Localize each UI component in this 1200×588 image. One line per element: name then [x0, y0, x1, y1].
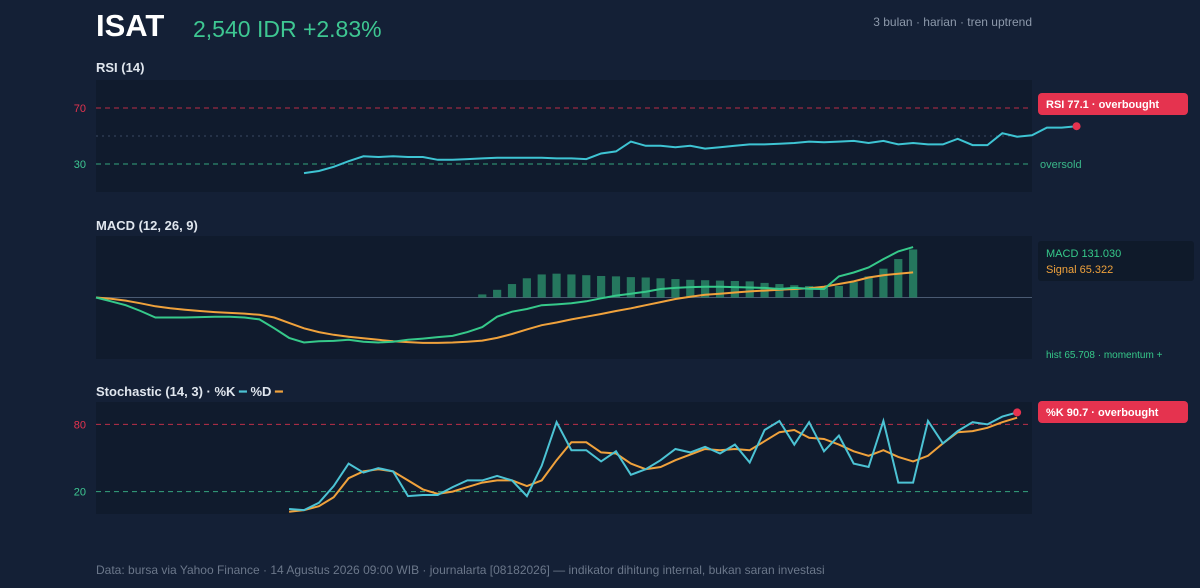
stochastic-k-legend-label: %K — [210, 384, 240, 399]
macd-histogram-bar — [805, 285, 814, 298]
macd-histogram-bar — [715, 280, 725, 298]
rsi-oversold-label: 30 — [74, 159, 86, 171]
price-change: 2,540 IDR +2.83% — [193, 16, 382, 42]
macd-histogram-bar — [567, 274, 576, 298]
macd-legend-box — [1038, 241, 1194, 281]
macd-histogram-bar — [597, 275, 606, 298]
macd-histogram-bar — [864, 276, 873, 298]
rsi-overbought-label: 70 — [74, 103, 86, 115]
rsi-badge-bg — [1038, 93, 1188, 115]
stochastic-badge-bg — [1038, 401, 1188, 423]
macd-histogram-bar — [626, 277, 635, 298]
macd-histogram-bar — [552, 273, 561, 298]
histogram-note: hist 65.708 · momentum + — [1046, 350, 1163, 361]
rsi-badge: RSI 77.1 · overbought — [1046, 99, 1159, 111]
macd-histogram-bar — [686, 279, 695, 298]
macd-histogram-bar — [478, 294, 487, 298]
macd-histogram-bar — [522, 278, 531, 298]
macd-histogram-bar — [611, 276, 621, 298]
macd-histogram-bar — [493, 289, 502, 298]
macd-histogram-bar — [834, 285, 843, 298]
ticker-symbol: ISAT — [96, 8, 165, 43]
macd-histogram-bar — [507, 284, 517, 298]
macd-value-label: MACD 131.030 — [1046, 248, 1121, 260]
macd-histogram-bar — [894, 259, 903, 298]
stochastic-d-legend-label: %D — [246, 384, 276, 399]
macd-histogram-bar — [909, 249, 918, 298]
macd-histogram-bar — [537, 274, 546, 298]
d-legend-swatch: ━ — [275, 384, 283, 399]
stochastic-title-prefix: Stochastic (14, 3) · — [96, 384, 211, 399]
stoch-oversold-label: 20 — [74, 487, 86, 499]
macd-histogram-bar — [849, 282, 858, 298]
stochastic-d-line — [288, 416, 1018, 513]
macd-histogram-bar — [641, 277, 650, 298]
rsi-line — [303, 125, 1077, 175]
macd-histogram-bar — [656, 278, 665, 298]
signal-value-label: Signal 65.322 — [1046, 264, 1113, 276]
signal-line — [95, 271, 914, 344]
chart-meta: 3 bulan · harian · tren uptrend — [873, 15, 1032, 29]
macd-histogram-bar — [819, 286, 829, 298]
stoch-overbought-label: 80 — [74, 419, 86, 431]
stochastic-badge: %K 90.7 · overbought — [1046, 407, 1159, 419]
stochastic-panel — [96, 402, 1032, 514]
rsi-last-point — [1072, 122, 1081, 131]
macd-histogram-bar — [790, 285, 799, 298]
footer-note: Data: bursa via Yahoo Finance · 14 Agust… — [96, 563, 825, 577]
macd-histogram-bar — [730, 280, 739, 298]
stochastic-title: Stochastic (14, 3) · %K ━ %D ━ — [96, 384, 283, 400]
macd-histogram-bar — [879, 268, 888, 298]
macd-line — [95, 246, 914, 344]
rsi-title: RSI (14) — [96, 60, 145, 75]
rsi-oversold-side-label: oversold — [1040, 159, 1082, 171]
k-legend-swatch: ━ — [239, 384, 247, 399]
stochastic-last-point — [1013, 408, 1022, 417]
macd-histogram-bar — [582, 275, 591, 298]
stochastic-k-line — [289, 411, 1018, 512]
macd-title: MACD (12, 26, 9) — [96, 218, 198, 233]
macd-histogram-bar — [745, 281, 754, 298]
macd-histogram-bar — [701, 280, 710, 298]
